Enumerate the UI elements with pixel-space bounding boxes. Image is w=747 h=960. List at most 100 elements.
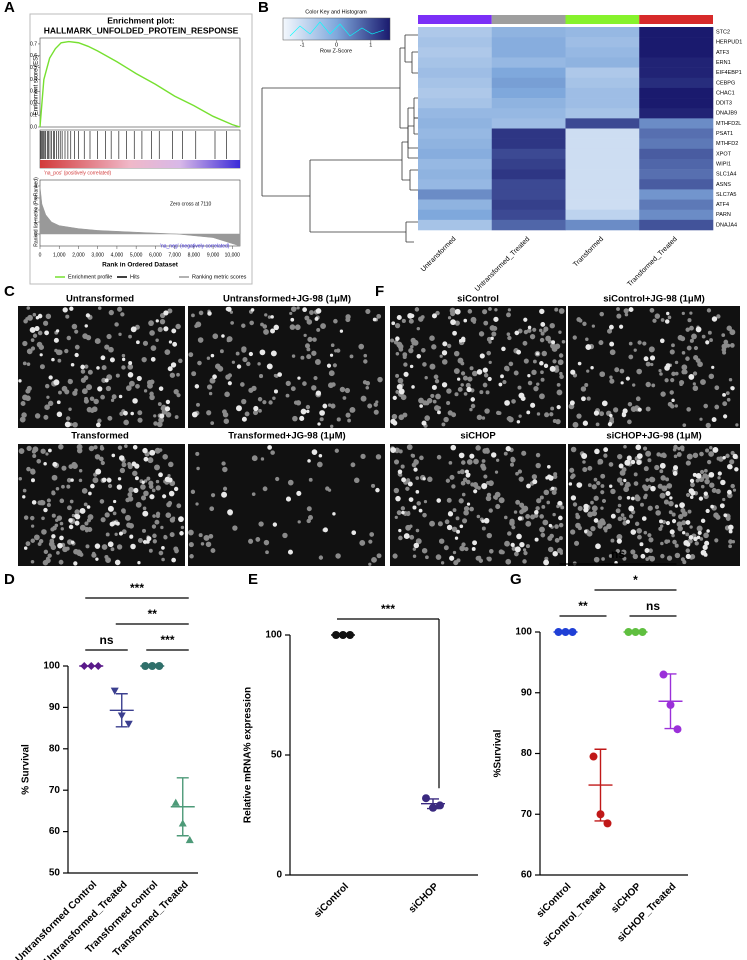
row-label: PSAT1 — [716, 131, 733, 137]
y-tick-label: 100 — [515, 627, 532, 638]
y-tick-label: 0.3 — [30, 89, 37, 95]
heat-cell — [491, 219, 566, 231]
data-point — [596, 810, 605, 819]
y2-tick-label: 1 — [34, 219, 37, 225]
heat-cell — [565, 128, 640, 139]
heat-cell — [418, 77, 493, 89]
heat-cell — [565, 189, 640, 200]
heat-cell — [565, 219, 640, 231]
rank-bar — [40, 160, 240, 168]
heat-cell — [491, 158, 566, 170]
heat-cell — [491, 67, 566, 79]
x-tick-label: 9,000 — [207, 252, 220, 258]
heat-cell — [491, 27, 566, 38]
x-tick-label: siControl_Treated — [541, 881, 609, 949]
nuclei — [569, 444, 739, 566]
heat-cell — [418, 57, 493, 68]
y-tick-label: 50 — [271, 750, 283, 761]
heat-cell — [565, 108, 640, 119]
heat-cell — [418, 179, 493, 190]
column-label: Transformed_Treated — [626, 236, 679, 289]
row-label: ATF3 — [716, 50, 729, 56]
heat-cell — [418, 199, 493, 210]
image-title: Transformed — [71, 431, 129, 442]
y-tick-label: 100 — [43, 661, 60, 672]
row-label: DNAJB9 — [716, 111, 737, 117]
data-point — [171, 798, 180, 806]
heat-cell — [565, 158, 640, 170]
heat-cell — [639, 138, 714, 150]
data-point — [141, 662, 150, 670]
heat-cell — [565, 118, 640, 129]
image-title: siControl+JG-98 (1μM) — [603, 294, 705, 305]
heat-cell — [418, 67, 493, 79]
es-line — [39, 40, 241, 128]
heat-cell — [418, 118, 493, 129]
heat-cell — [491, 189, 566, 200]
data-point — [624, 628, 633, 636]
heat-cell — [639, 37, 714, 48]
nuclei — [568, 444, 739, 565]
y2-tick-label: 2 — [34, 207, 37, 213]
x-tick-label: 7,000 — [168, 252, 181, 258]
legend-label: Hits — [130, 274, 140, 280]
heat-cell — [418, 138, 493, 150]
x-tick-label: 3,000 — [91, 252, 104, 258]
row-label: SLC7A5 — [716, 192, 737, 198]
data-point — [673, 725, 682, 734]
error-bar — [115, 693, 128, 728]
nuclei — [19, 306, 183, 428]
heat-cell — [639, 47, 714, 58]
heat-cell — [491, 77, 566, 89]
row-label: WIPI1 — [716, 161, 731, 167]
data-point — [332, 631, 340, 639]
heat-cell — [418, 108, 493, 119]
heat-cell — [491, 118, 566, 129]
heat-cell — [639, 98, 714, 109]
dendrogram — [261, 34, 418, 243]
row-label: XPOT — [716, 151, 732, 157]
micrograph — [568, 444, 740, 566]
heat-cell — [565, 57, 640, 68]
gsea-title: Enrichment plot: — [107, 15, 175, 25]
column-color-bar — [639, 15, 713, 24]
column-label: Untransformed_Treated — [474, 236, 531, 293]
significance-label: * — [633, 573, 638, 587]
data-point — [339, 631, 347, 639]
metric-area — [39, 185, 241, 247]
heat-cell — [639, 148, 714, 160]
row-label: SLC1A4 — [716, 172, 737, 178]
image-title: Untransformed+JG-98 (1μM) — [223, 294, 351, 305]
micrograph — [390, 306, 566, 428]
y-label: Enrichment score (ES) — [34, 55, 40, 115]
key-histogram — [289, 21, 385, 37]
row-label: MTHFD2L — [716, 121, 741, 127]
y-tick-label: 50 — [49, 868, 61, 879]
y-tick-label: 80 — [49, 743, 61, 754]
heat-cell — [491, 199, 566, 210]
heat-cell — [639, 189, 714, 200]
panel-label: F — [375, 283, 384, 300]
data-point — [554, 628, 563, 636]
heat-cell — [491, 148, 566, 160]
data-point — [87, 662, 96, 670]
x-tick-label: siCHOP_Treated — [615, 881, 678, 944]
data-point — [603, 819, 612, 828]
heat-cell — [565, 179, 640, 190]
heat-cell — [491, 98, 566, 109]
row-label: DDIT3 — [716, 101, 732, 107]
row-label: HERPUD1 — [716, 40, 742, 46]
nuclei — [18, 444, 185, 566]
data-point — [568, 628, 577, 636]
heat-cell — [491, 108, 566, 119]
annotation: 'na_neg' (negatively correlated) — [160, 243, 230, 249]
data-point — [436, 801, 444, 810]
y-axis-label: Relative mRNA% expression — [243, 687, 254, 823]
heat-cell — [639, 169, 714, 180]
y-tick-label: 100 — [265, 630, 282, 641]
x-tick-label: 4,000 — [111, 252, 124, 258]
y-tick-label: 70 — [521, 809, 533, 820]
data-point — [631, 628, 640, 636]
key-tick-label: 1 — [369, 42, 372, 48]
